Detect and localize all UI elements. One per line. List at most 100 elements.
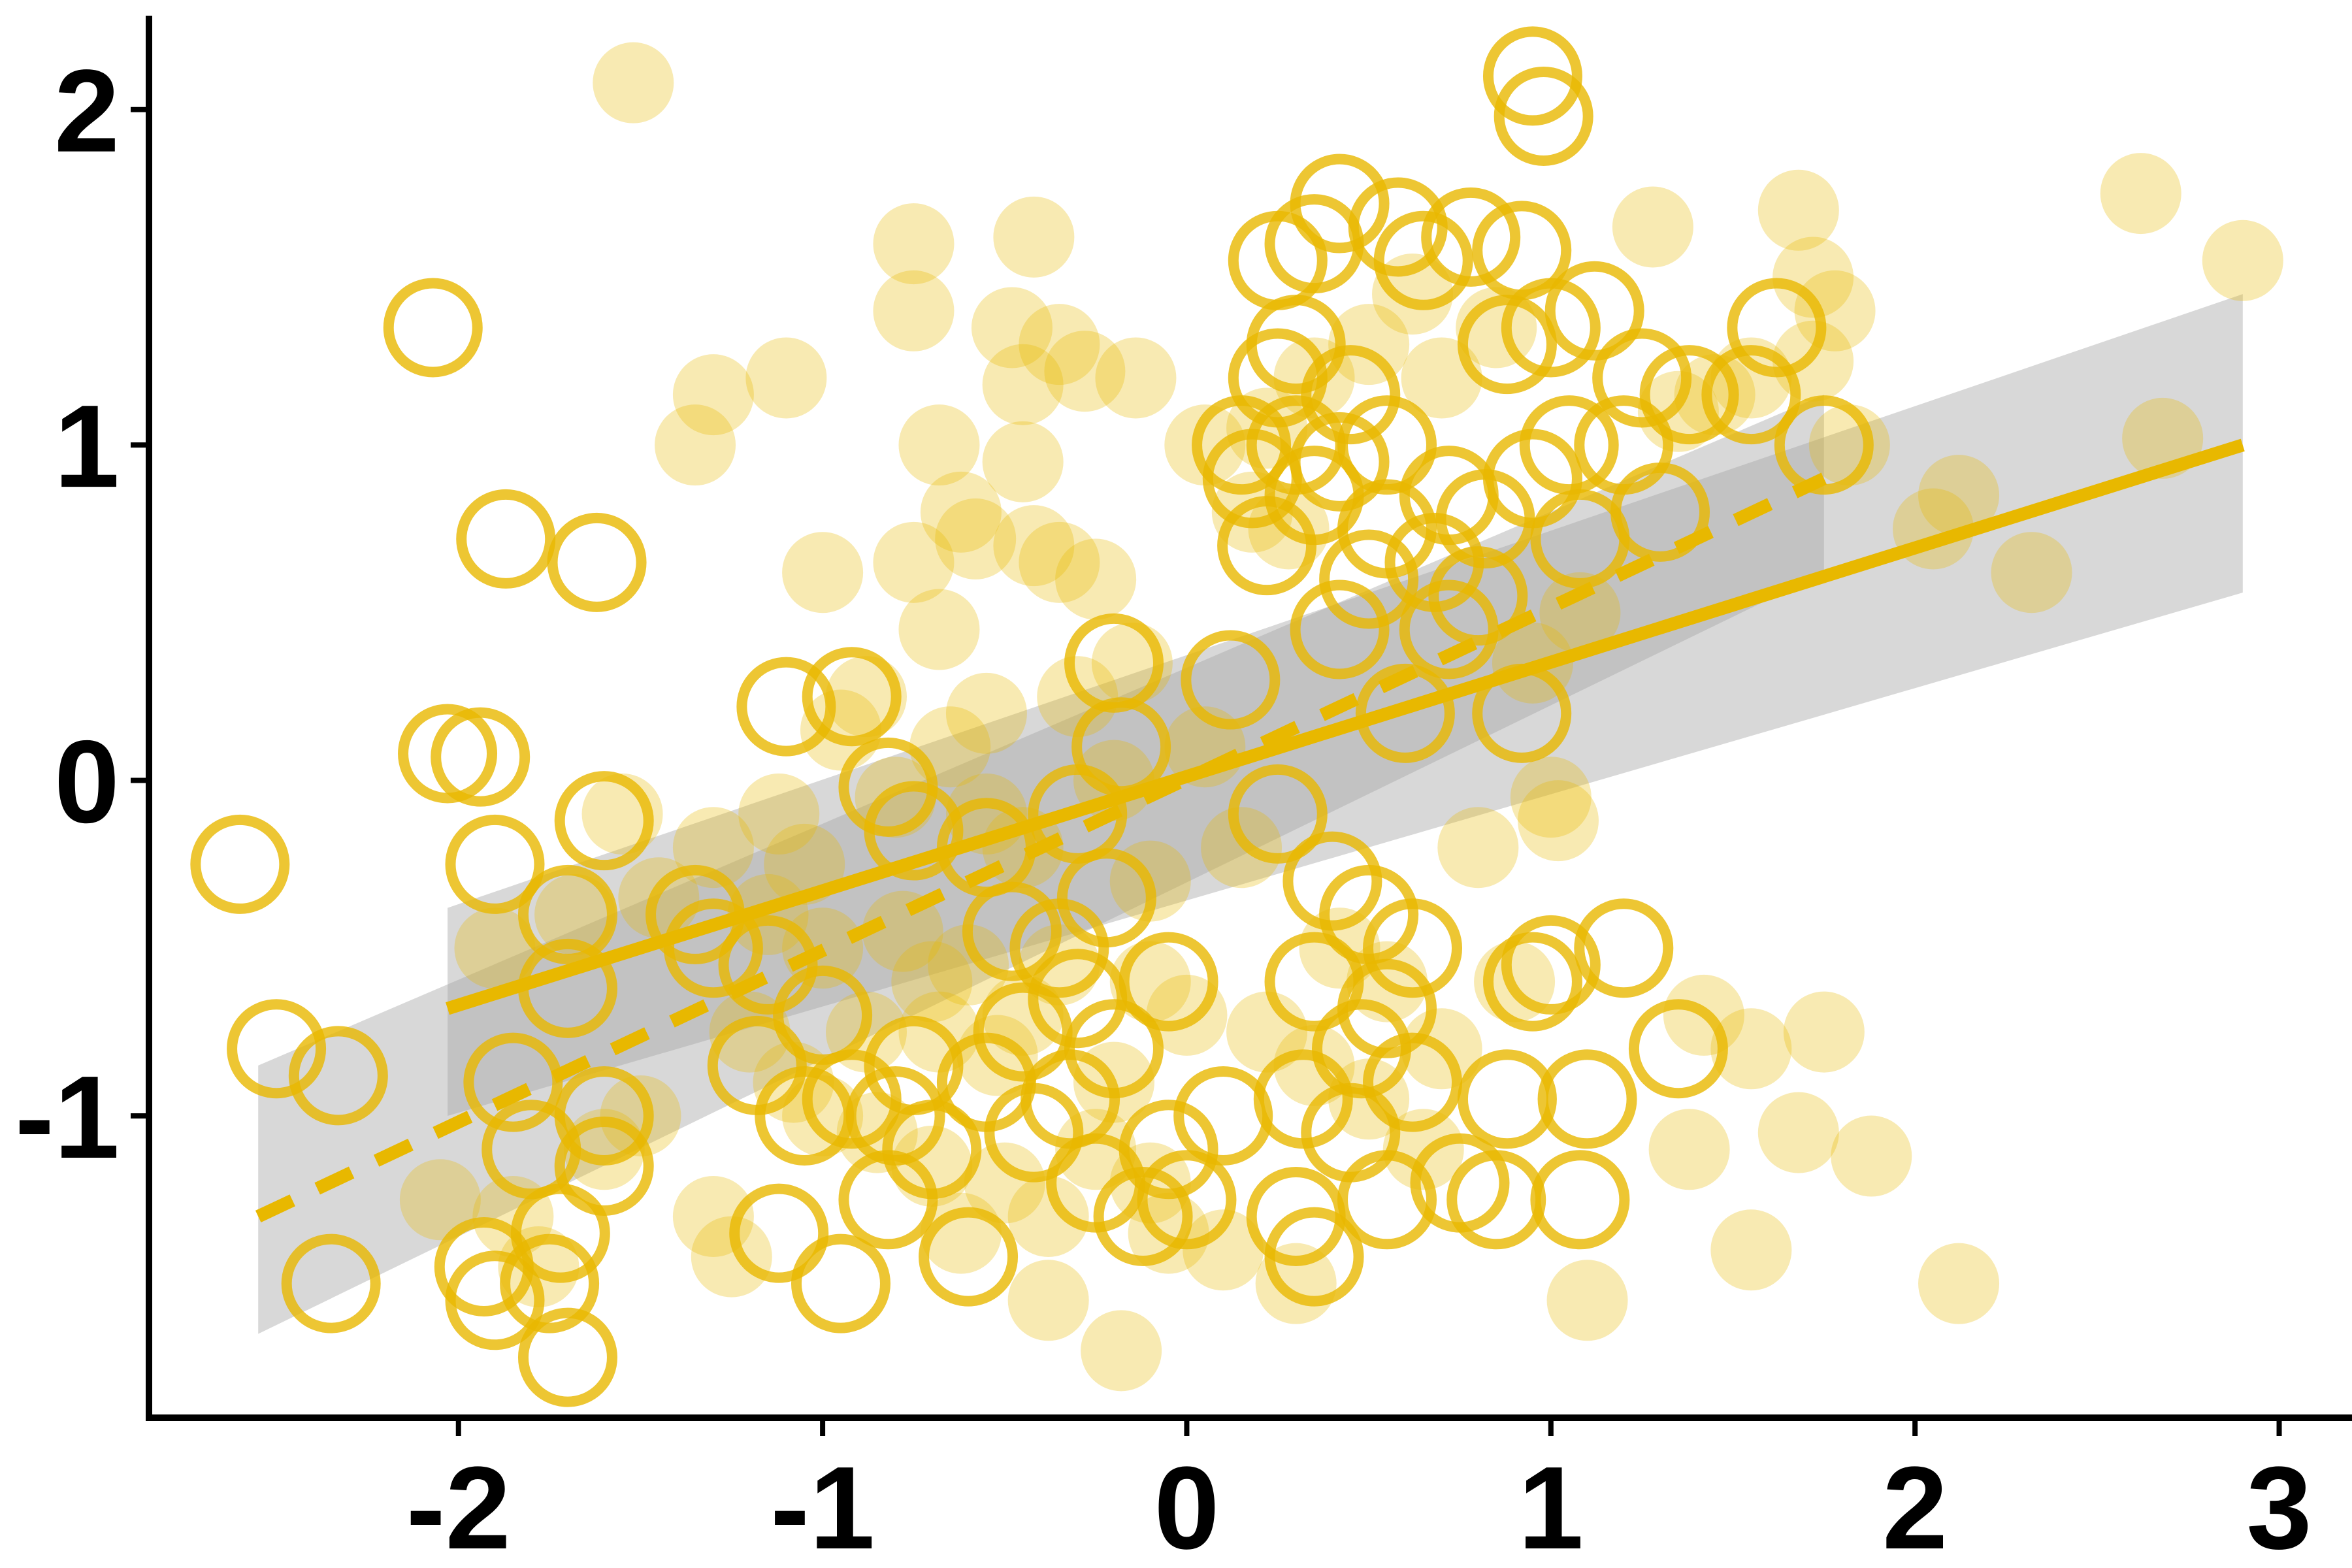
filled-point	[1648, 1109, 1730, 1190]
open-point	[1217, 496, 1317, 596]
open-point	[1774, 395, 1874, 495]
filled-point	[982, 344, 1064, 425]
filled-point	[873, 521, 955, 603]
open-point	[383, 278, 483, 378]
filled-point	[898, 404, 980, 486]
open-point	[802, 647, 902, 747]
open-point	[445, 814, 545, 914]
filled-point	[920, 471, 1002, 553]
filled-point	[1510, 757, 1592, 838]
open-point	[984, 1083, 1084, 1183]
filled-point	[1710, 1008, 1792, 1090]
filled-point	[1095, 337, 1177, 419]
filled-point	[964, 1142, 1045, 1224]
open-point	[1363, 898, 1463, 998]
open-point	[456, 489, 556, 589]
open-point	[1639, 345, 1739, 445]
filled-point	[1918, 1243, 2000, 1324]
filled-point	[2100, 153, 2181, 235]
open-point	[1399, 580, 1499, 679]
open-point	[1428, 546, 1528, 646]
filled-point	[891, 941, 973, 1022]
open-point	[1119, 932, 1218, 1032]
open-point	[1501, 915, 1601, 1015]
open-point	[500, 1233, 600, 1333]
filled-point	[2202, 220, 2283, 301]
open-point	[1064, 613, 1164, 713]
open-point	[554, 771, 654, 871]
x-tick-label: 1	[1518, 1443, 1584, 1568]
filled-point	[1517, 780, 1599, 862]
filled-point	[399, 1159, 481, 1241]
y-axis-ticks: -1 0 1 2	[15, 46, 149, 1183]
filled-point	[982, 421, 1064, 502]
filled-point	[454, 907, 536, 989]
open-point	[1592, 328, 1692, 428]
fit-lines	[255, 438, 2245, 1223]
open-point	[1530, 1150, 1630, 1250]
fit-line-solid	[446, 438, 2245, 1015]
filled-point	[1831, 1115, 1912, 1197]
open-point	[1363, 1032, 1463, 1132]
filled-point	[1991, 532, 2072, 613]
x-tick-label: -2	[406, 1443, 511, 1568]
y-tick-label: 2	[54, 46, 120, 177]
open-point	[1290, 154, 1390, 253]
filled-point	[1757, 169, 1839, 251]
open-point	[1727, 278, 1827, 378]
open-point	[398, 704, 498, 804]
open-point	[1348, 177, 1448, 277]
open-point	[663, 898, 763, 998]
open-point	[1282, 831, 1382, 931]
filled-point	[593, 42, 674, 123]
open-point	[802, 1049, 902, 1149]
filled-point	[691, 1216, 772, 1298]
filled-point	[738, 773, 820, 855]
open-point	[1482, 429, 1582, 529]
filled-point	[1710, 1209, 1792, 1291]
filled-point	[1546, 1260, 1628, 1341]
filled-point	[993, 505, 1075, 587]
open-point	[919, 1207, 1019, 1307]
open-point	[1192, 395, 1292, 495]
axes	[146, 16, 2352, 1421]
open-point	[1494, 67, 1593, 167]
filled-point	[1783, 991, 1865, 1073]
open-point	[1337, 1150, 1437, 1250]
open-point	[227, 999, 327, 1099]
open-point	[1701, 345, 1801, 445]
open-point	[1137, 1150, 1237, 1250]
open-point	[1501, 278, 1601, 378]
open-point	[431, 707, 531, 807]
filled-point	[1918, 455, 2000, 536]
filled-point	[1019, 304, 1100, 385]
filled-point	[1183, 1209, 1264, 1291]
open-point	[1064, 999, 1164, 1099]
filled-point	[782, 532, 864, 613]
open-point	[1056, 848, 1156, 948]
fit-line-dashed	[255, 472, 1827, 1223]
x-tick-label: 3	[2246, 1443, 2311, 1568]
open-point	[190, 814, 290, 914]
open-point	[1119, 1100, 1218, 1200]
filled-point	[655, 404, 736, 486]
open-point	[736, 657, 836, 757]
open-point	[517, 864, 617, 964]
filled-point	[672, 354, 754, 436]
filled-point	[1794, 270, 1876, 351]
filled-point	[1044, 331, 1126, 412]
open-point	[517, 1307, 617, 1407]
open-point	[288, 1026, 388, 1126]
filled-point	[945, 672, 1027, 754]
open-point	[864, 781, 964, 881]
filled-point	[1437, 807, 1519, 889]
filled-point	[971, 287, 1053, 368]
open-point	[445, 1250, 545, 1350]
y-tick-label: -1	[15, 1052, 120, 1183]
filled-point	[1757, 1092, 1839, 1173]
open-points	[190, 26, 1874, 1407]
open-point	[1421, 187, 1521, 287]
open-point	[1373, 210, 1473, 310]
filled-point	[1081, 1310, 1162, 1392]
